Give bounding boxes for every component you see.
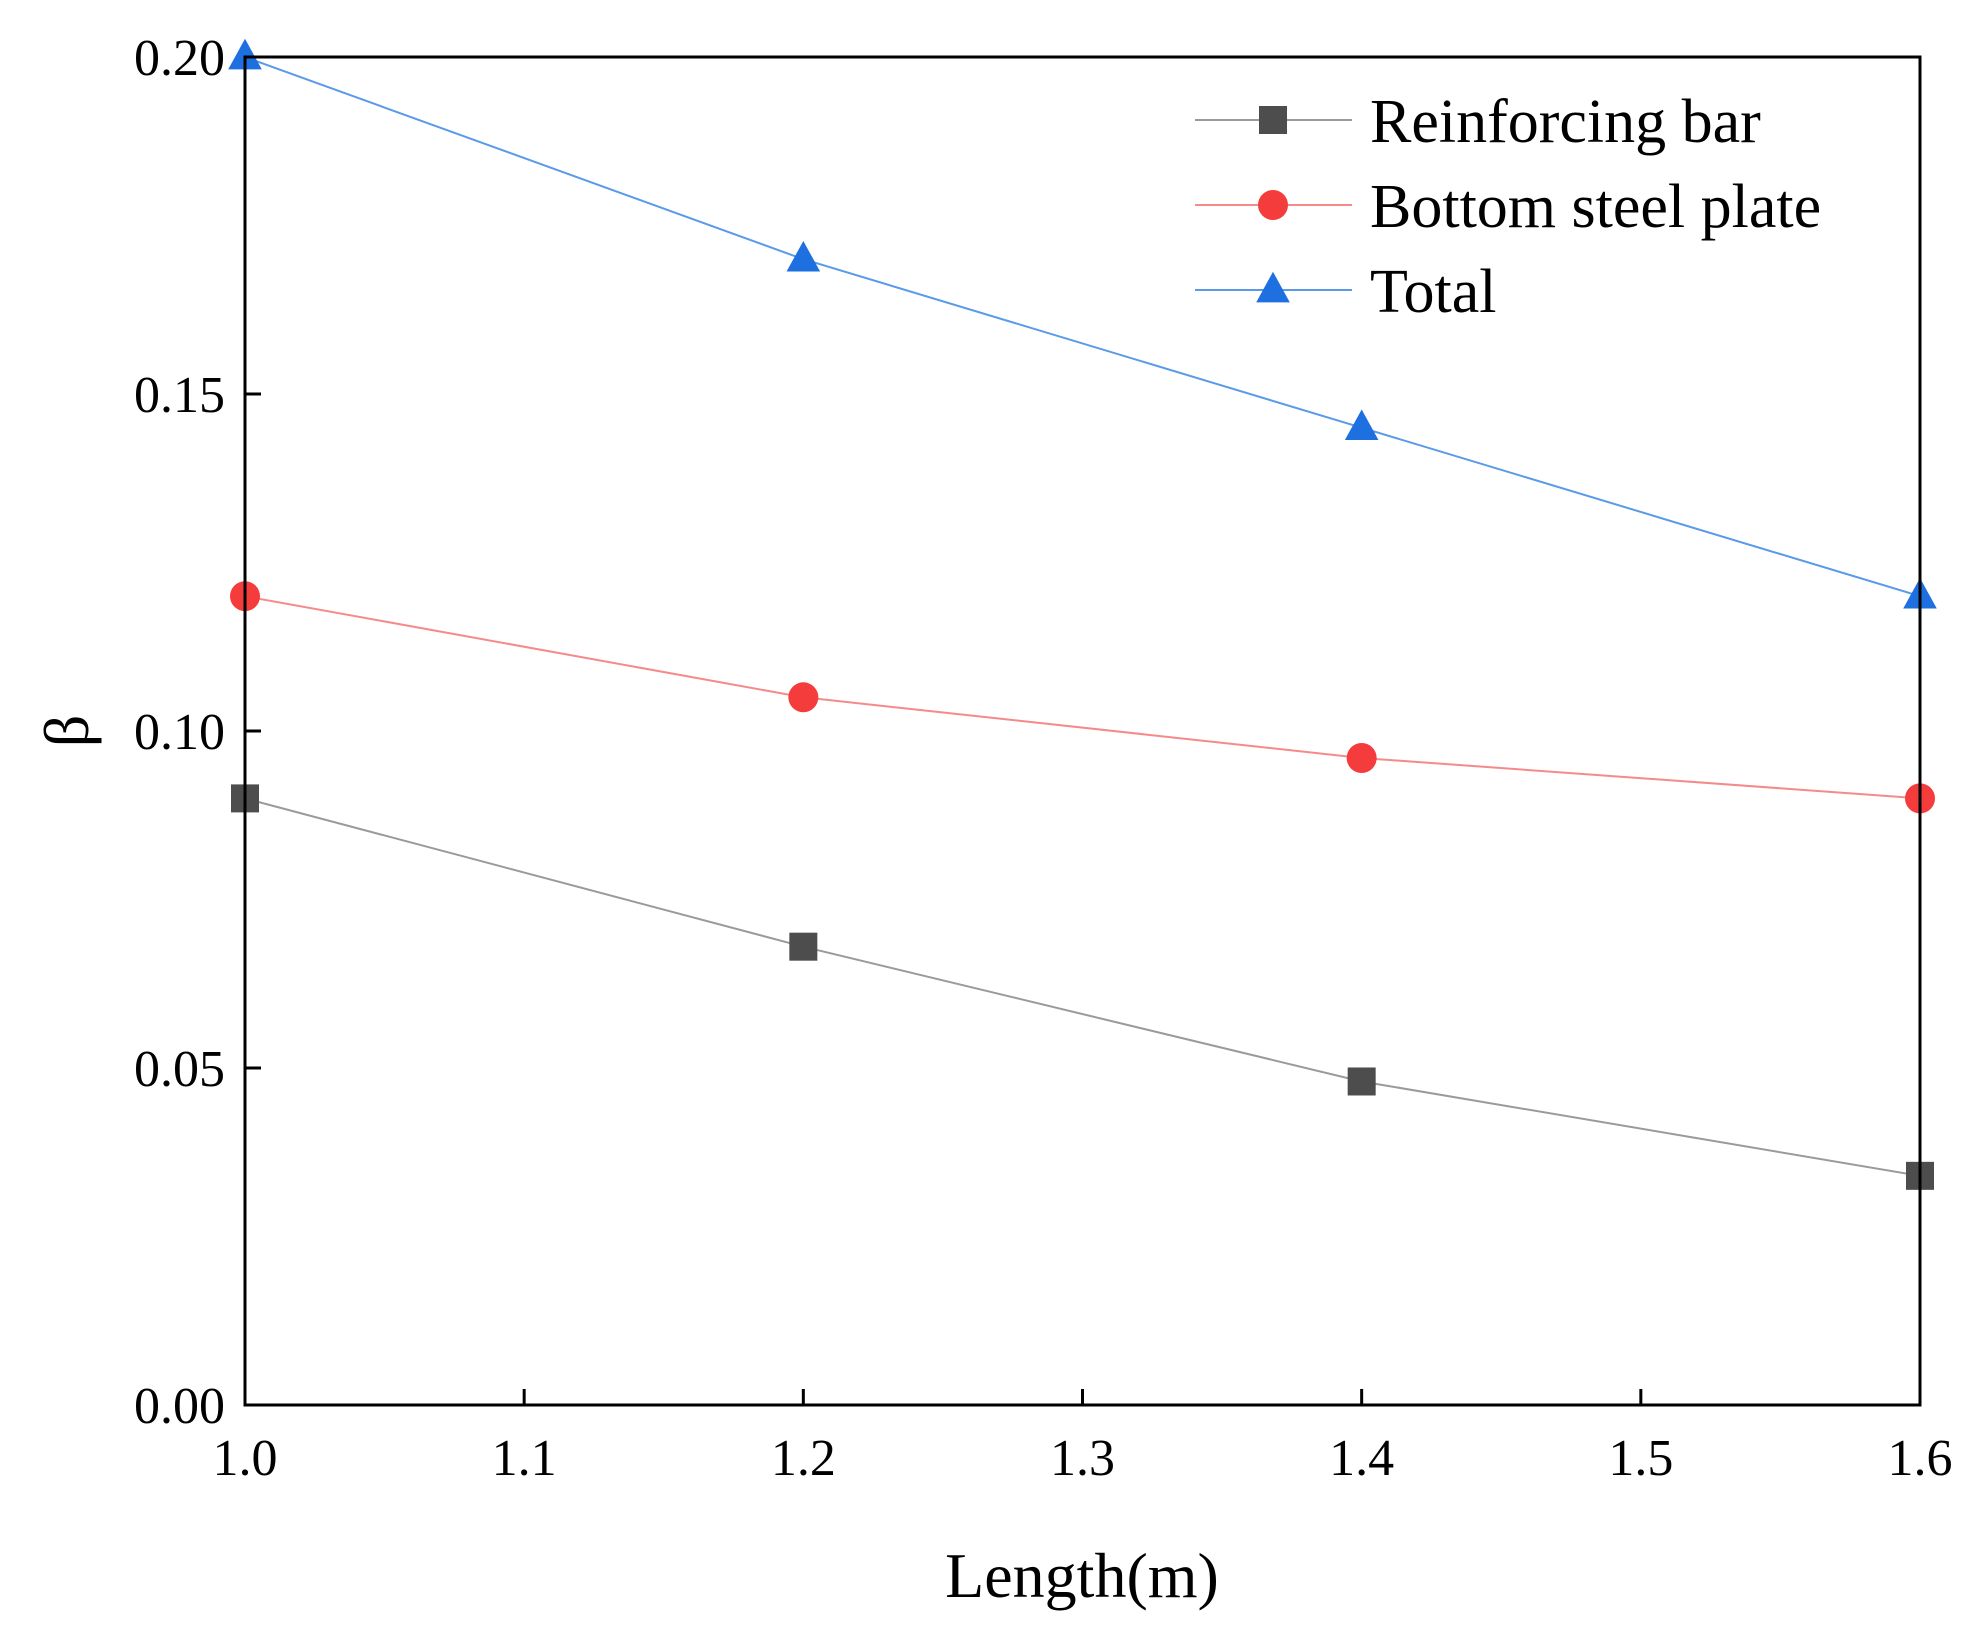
legend-label-reinforcing-bar: Reinforcing bar — [1370, 88, 1761, 156]
legend-marker-reinforcing-bar — [1259, 106, 1287, 134]
data-point-reinforcing-bar — [1347, 1067, 1376, 1096]
legend-label-total: Total — [1370, 258, 1497, 326]
x-tick-label: 1.4 — [1329, 1430, 1394, 1487]
legend: Reinforcing bar Bottom steel plate Total — [1195, 88, 1821, 326]
series-line-reinforcing-bar — [244, 797, 1921, 1177]
plot-frame — [243, 55, 1922, 1407]
data-point-bottom-steel-plate — [788, 682, 819, 713]
y-tick-label: 0.10 — [134, 704, 225, 761]
y-axis-label: β — [31, 715, 102, 748]
y-tick-label: 0.15 — [134, 367, 225, 424]
data-point-total — [786, 240, 821, 272]
data-point-total — [1344, 409, 1379, 441]
series-line-bottom-steel-plate — [244, 595, 1921, 800]
series-line-total — [244, 56, 1921, 598]
y-tick-label: 0.05 — [134, 1041, 225, 1098]
x-axis-label: Length(m) — [945, 1540, 1219, 1611]
x-tick-label: 1.2 — [771, 1430, 836, 1487]
data-point-total — [228, 38, 262, 70]
x-tick-label: 1.3 — [1050, 1430, 1115, 1487]
legend-marker-bottom-steel-plate — [1258, 190, 1288, 220]
legend-marker-total — [1256, 271, 1290, 303]
x-tick-label: 1.1 — [492, 1430, 557, 1487]
x-tick-label: 1.0 — [213, 1430, 278, 1487]
data-point-bottom-steel-plate — [1346, 742, 1377, 773]
ticks-layer: 1.0 1.1 1.2 1.3 1.4 1.5 1.6 0.00 0.05 0.10 0.15 0.2… — [134, 30, 1953, 1487]
legend-label-bottom-steel-plate: Bottom steel plate — [1370, 173, 1821, 241]
data-point-reinforcing-bar — [789, 932, 818, 961]
y-tick-label: 0.20 — [134, 30, 225, 87]
x-tick-label: 1.6 — [1888, 1430, 1953, 1487]
x-tick-label: 1.5 — [1608, 1430, 1673, 1487]
y-tick-label: 0.00 — [134, 1378, 225, 1435]
